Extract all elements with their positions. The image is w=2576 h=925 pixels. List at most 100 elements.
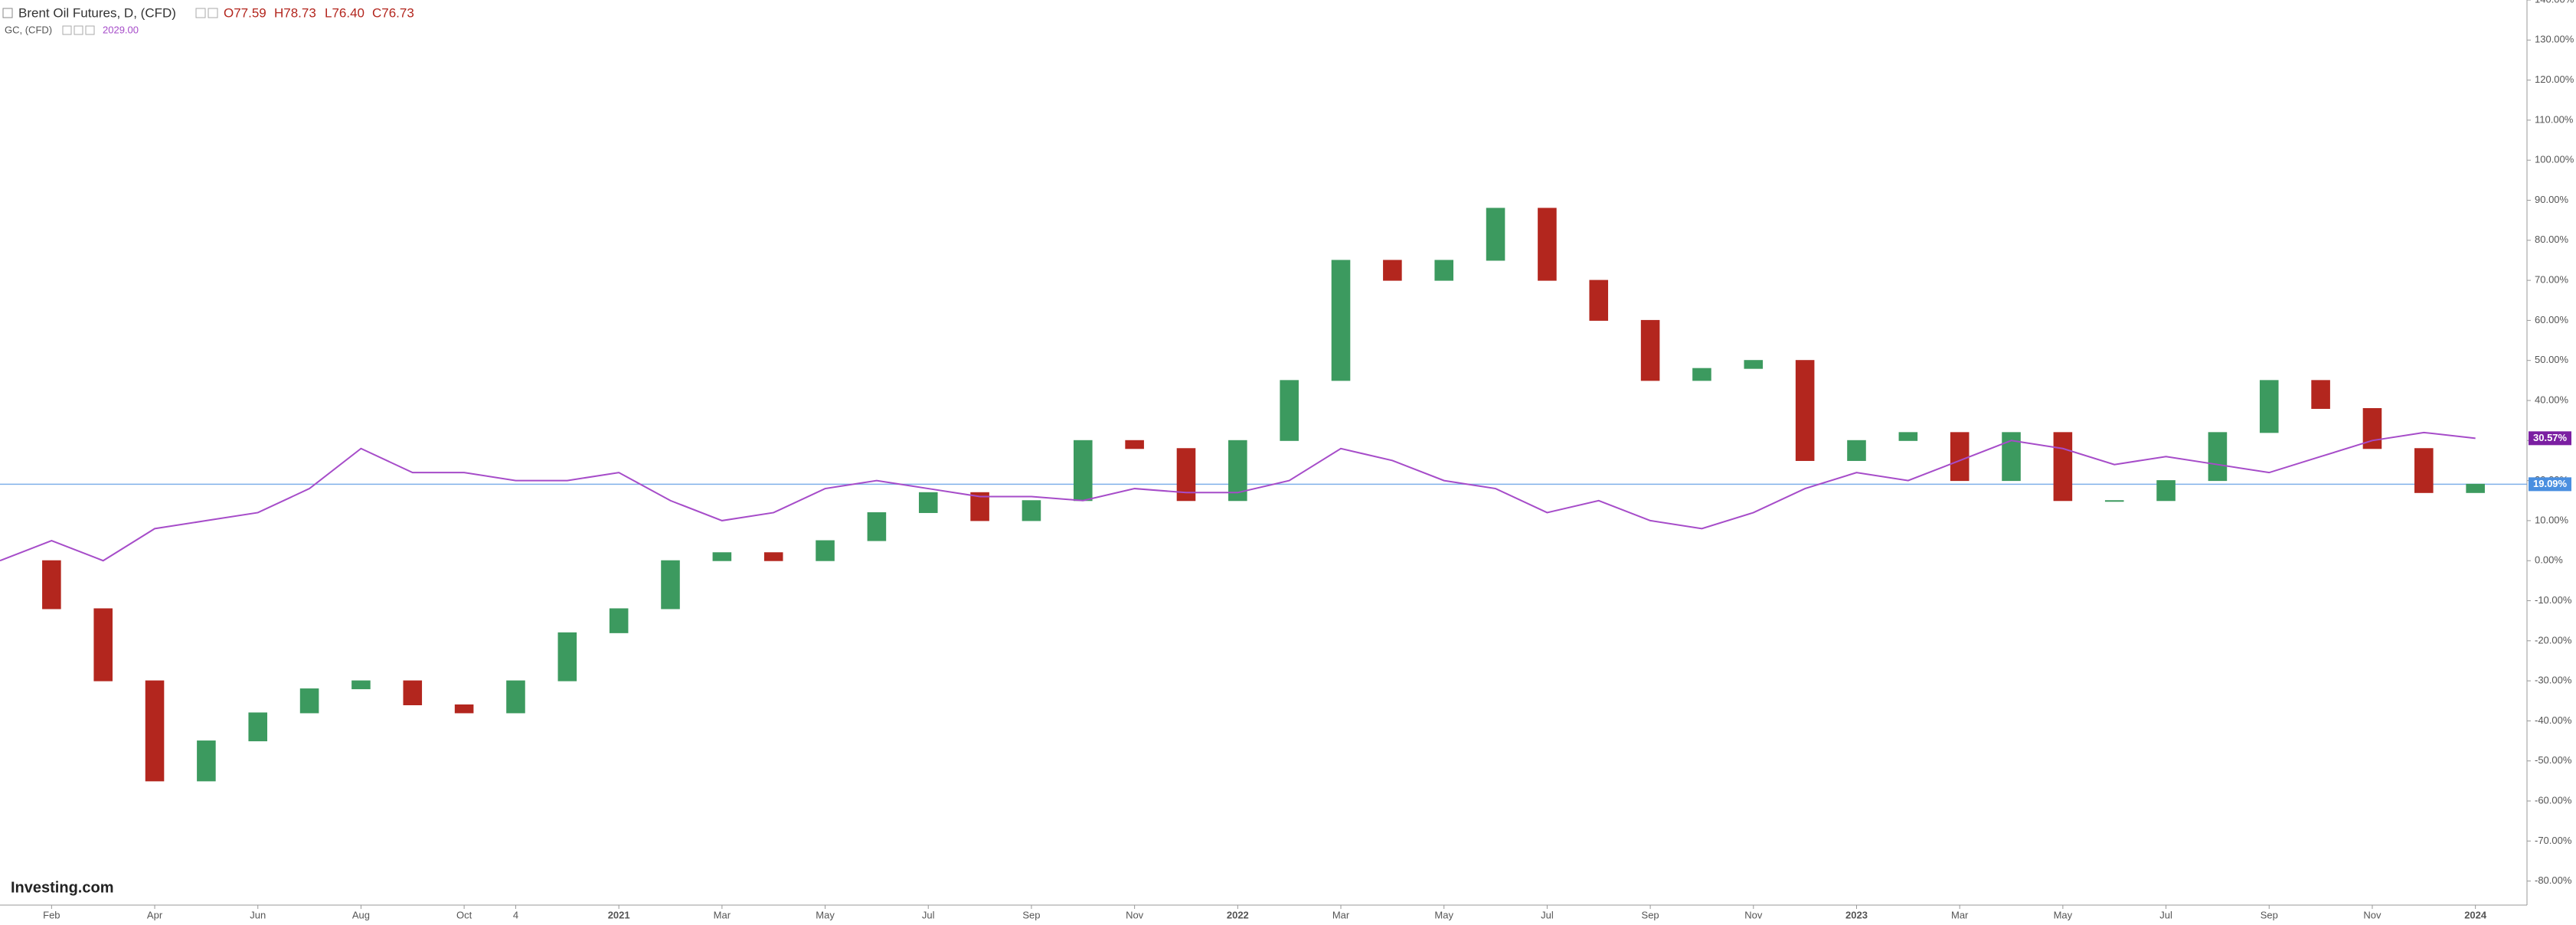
- candle: [351, 680, 371, 690]
- candle: [2466, 483, 2485, 493]
- candle: [1847, 440, 1866, 461]
- candle: [145, 680, 165, 782]
- candle: [1074, 440, 1093, 502]
- collapse-icon[interactable]: [2, 8, 13, 18]
- candle: [1795, 360, 1815, 461]
- price-tag-label: 30.57%: [2533, 432, 2568, 443]
- candle: [816, 540, 835, 561]
- close-value: C76.73: [372, 5, 414, 20]
- candle: [1589, 279, 1609, 321]
- close-icon[interactable]: [208, 8, 218, 18]
- x-tick-label: Apr: [147, 909, 163, 920]
- candle: [661, 560, 680, 610]
- x-tick-label: Jul: [922, 909, 935, 920]
- candle: [1486, 208, 1505, 261]
- candle: [2156, 480, 2176, 502]
- candle: [1744, 360, 1764, 369]
- compare-settings-icon[interactable]: [62, 25, 72, 35]
- settings-icon[interactable]: [195, 8, 206, 18]
- candle: [557, 632, 577, 681]
- candle: [1280, 380, 1299, 441]
- candle: [248, 712, 268, 742]
- candle: [712, 552, 732, 561]
- y-tick-label: -40.00%: [2535, 714, 2572, 726]
- y-tick-label: -50.00%: [2535, 754, 2572, 766]
- candle: [1538, 208, 1557, 281]
- x-tick-label: Jul: [2159, 909, 2172, 920]
- candle: [763, 552, 783, 561]
- symbol: Brent Oil Futures, D, (CFD): [18, 5, 176, 20]
- candle: [1434, 260, 1454, 281]
- x-tick-label: May: [1434, 909, 1453, 920]
- compare-eye-icon[interactable]: [74, 25, 83, 35]
- price-tag-label: 19.09%: [2533, 478, 2568, 489]
- x-tick-label: May: [2054, 909, 2073, 920]
- y-tick-label: -20.00%: [2535, 634, 2572, 646]
- x-tick-label: Mar: [1332, 909, 1350, 920]
- y-tick-label: 120.00%: [2535, 74, 2574, 85]
- x-tick-label: 2024: [2464, 909, 2487, 920]
- x-tick-label: Nov: [1744, 909, 1763, 920]
- y-tick-label: 0.00%: [2535, 554, 2563, 566]
- x-tick-label: 2022: [1227, 909, 1249, 920]
- y-tick-label: -10.00%: [2535, 594, 2572, 606]
- candle: [918, 492, 938, 513]
- x-tick-label: 4: [513, 909, 518, 920]
- x-tick-label: Mar: [714, 909, 731, 920]
- candle: [299, 688, 319, 714]
- price-tag: [2529, 477, 2571, 492]
- price-tag: [2529, 431, 2571, 446]
- y-tick-label: 90.00%: [2535, 194, 2569, 205]
- x-tick-label: Sep: [1642, 909, 1659, 920]
- y-tick-label: 80.00%: [2535, 234, 2569, 245]
- candle: [1692, 368, 1711, 381]
- candle: [1125, 440, 1144, 449]
- candle: [2053, 432, 2073, 502]
- candle: [1176, 448, 1196, 502]
- candle: [2259, 380, 2279, 433]
- y-tick-label: 100.00%: [2535, 154, 2574, 165]
- candle: [403, 680, 423, 705]
- x-tick-label: Oct: [456, 909, 472, 920]
- x-tick-label: May: [816, 909, 835, 920]
- candle: [2208, 432, 2228, 482]
- candle: [1640, 319, 1660, 381]
- candle: [197, 740, 216, 782]
- y-tick-label: 110.00%: [2535, 113, 2574, 125]
- candle: [506, 680, 525, 714]
- y-tick-label: -60.00%: [2535, 794, 2572, 806]
- x-tick-label: Sep: [2261, 909, 2278, 920]
- candle: [1898, 432, 1918, 441]
- candle: [1950, 432, 1970, 482]
- x-tick-label: Jul: [1541, 909, 1554, 920]
- y-tick-label: 130.00%: [2535, 34, 2574, 45]
- logo: Investing.com: [11, 879, 113, 896]
- x-tick-label: 2021: [608, 909, 630, 920]
- gold-line: [0, 431, 2476, 562]
- compare-close-icon[interactable]: [85, 25, 95, 35]
- candle: [609, 608, 629, 633]
- x-tick-label: Nov: [1126, 909, 1144, 920]
- candle: [1383, 260, 1402, 281]
- x-tick-label: Mar: [1951, 909, 1969, 920]
- low-value: L76.40: [325, 5, 364, 20]
- x-tick-label: Sep: [1022, 909, 1040, 920]
- candle: [2362, 407, 2382, 449]
- y-tick-label: 40.00%: [2535, 394, 2569, 405]
- y-tick-label: 50.00%: [2535, 354, 2569, 365]
- x-tick-label: Feb: [43, 909, 60, 920]
- candle: [2414, 448, 2434, 493]
- candle: [454, 704, 474, 714]
- candle: [2002, 432, 2021, 482]
- high-value: H78.73: [274, 5, 316, 20]
- candle: [42, 560, 61, 610]
- candle: [970, 492, 989, 521]
- candle: [867, 512, 887, 541]
- candle: [1331, 260, 1351, 381]
- compare-symbol: GC, (CFD): [5, 24, 52, 35]
- candle: [2311, 380, 2330, 409]
